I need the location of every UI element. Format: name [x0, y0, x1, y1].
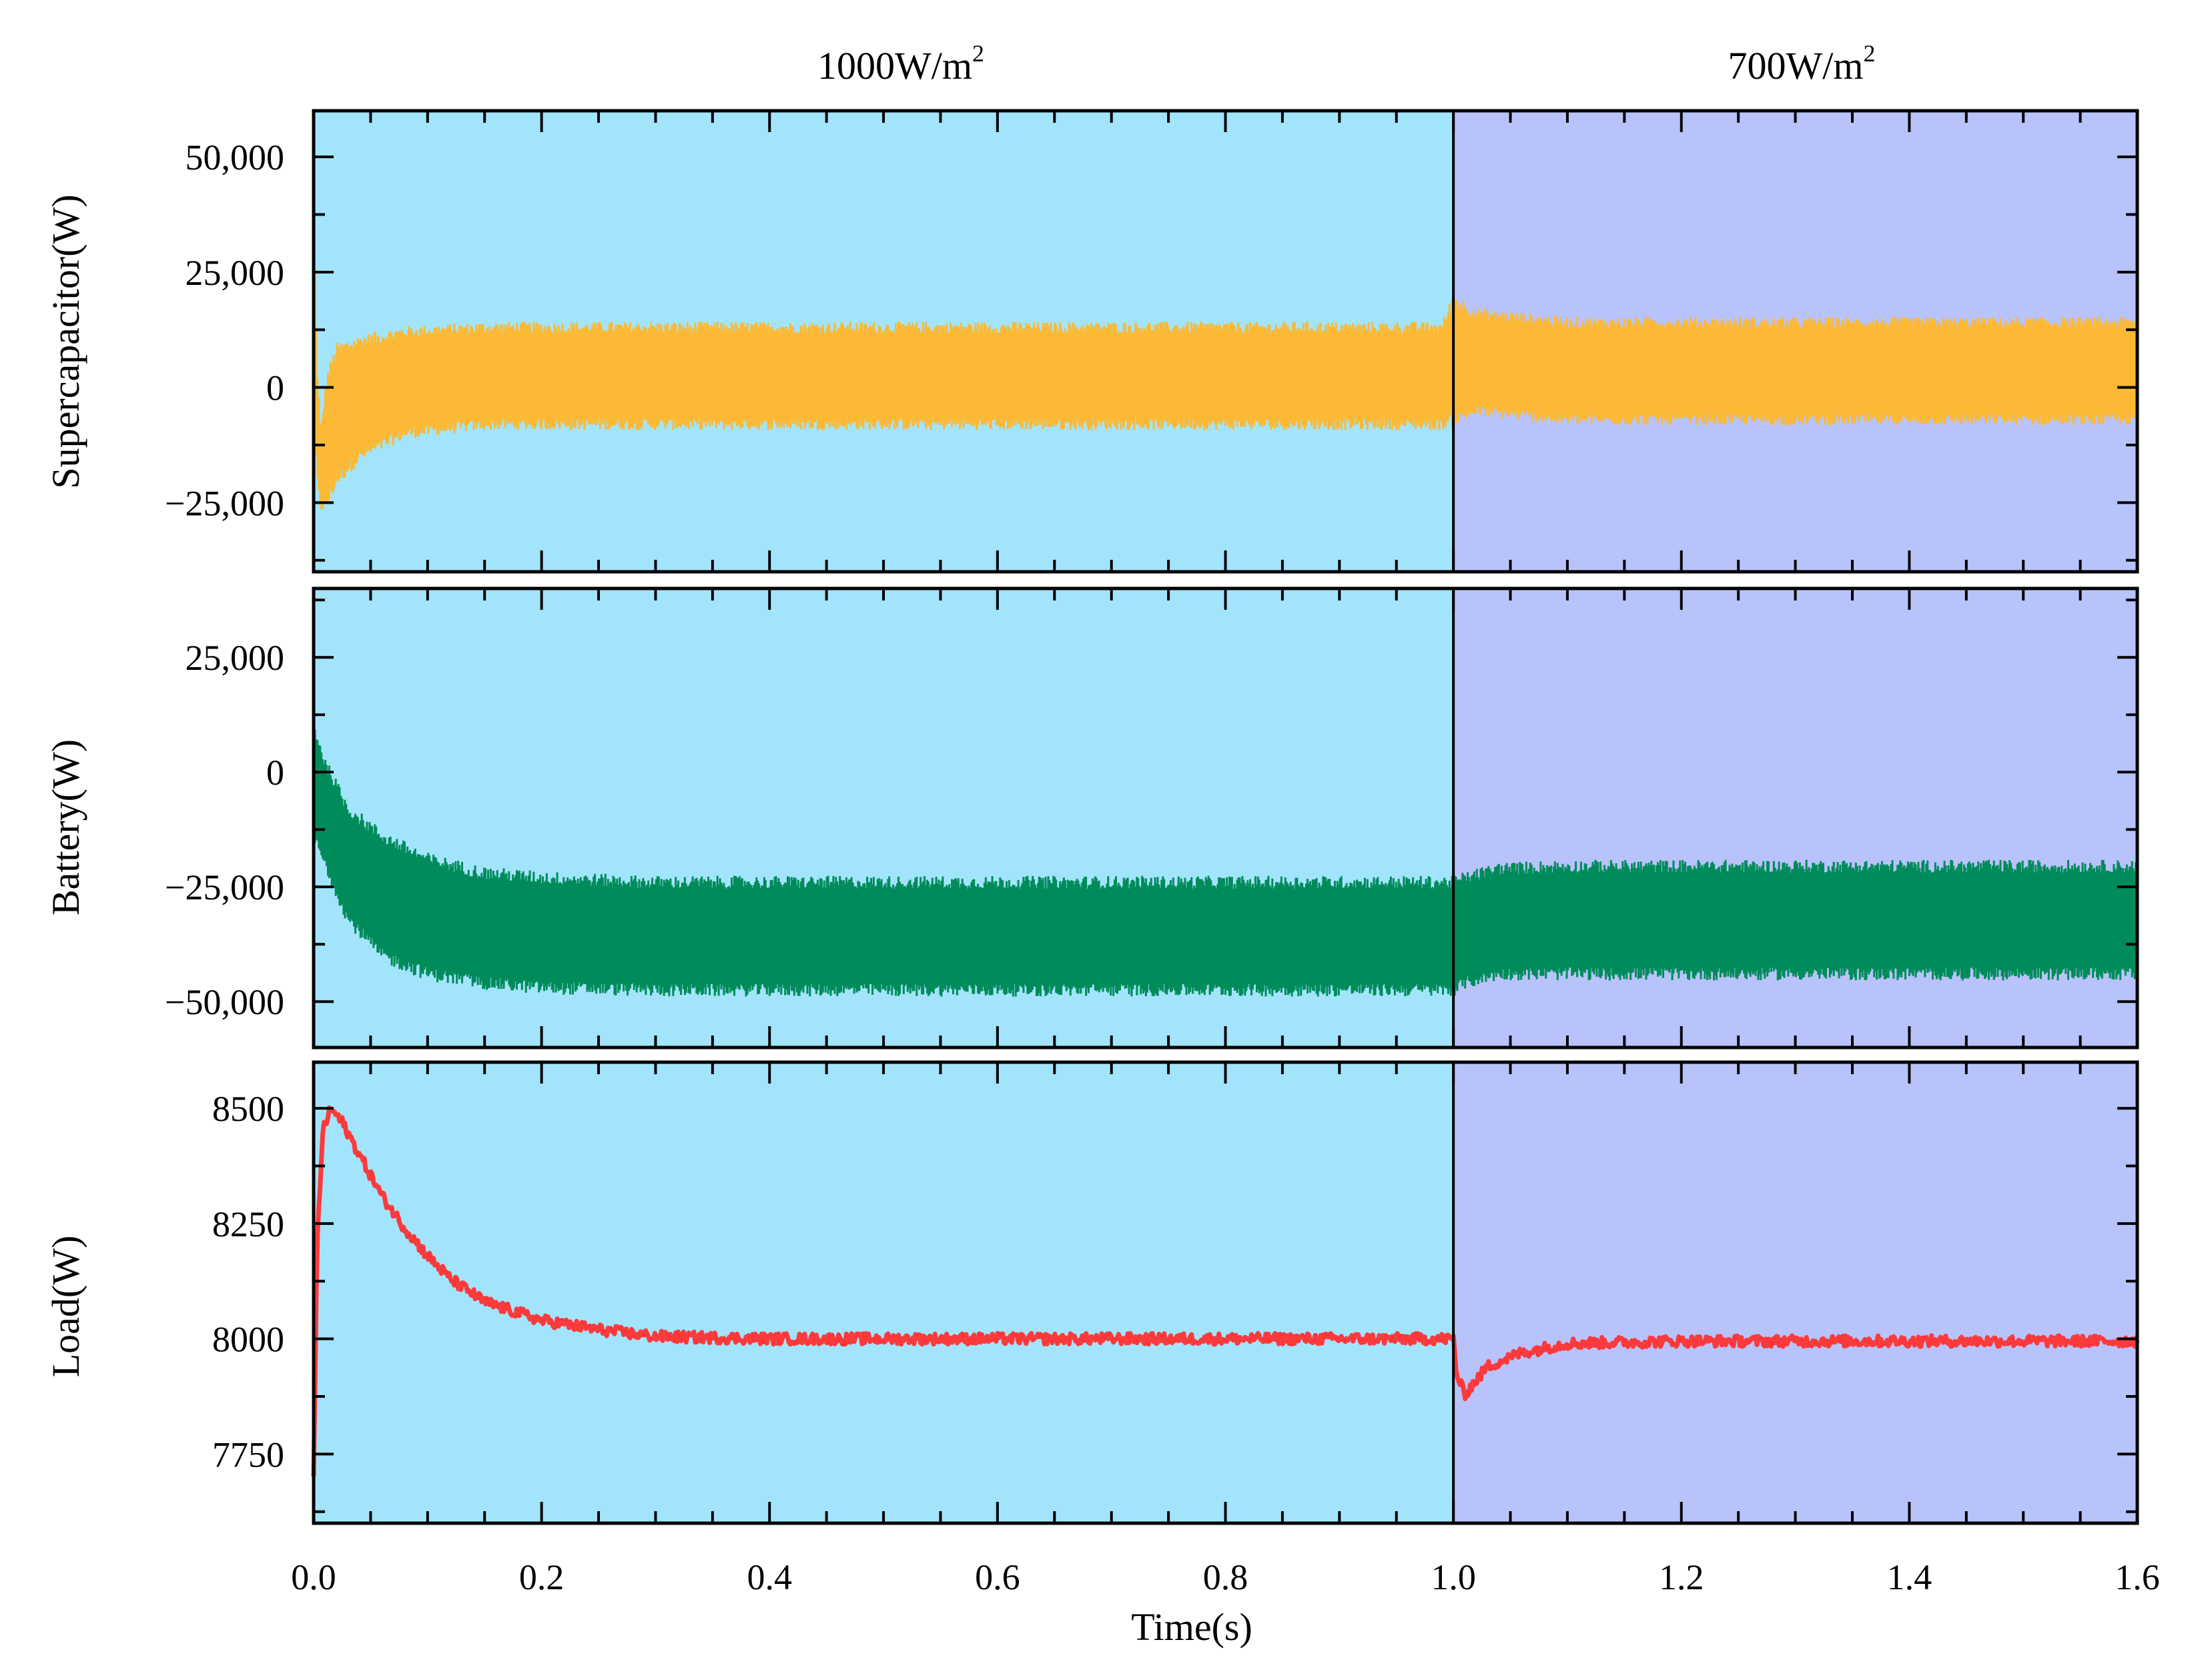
y-tick-label-supercapacitor: 0	[266, 368, 284, 408]
x-tick-label: 0.8	[1203, 1557, 1248, 1597]
panel-ylabel-load: Load(W)	[44, 1236, 87, 1378]
y-tick-label-supercapacitor: 50,000	[186, 137, 285, 177]
y-tick-label-load: 8500	[212, 1089, 284, 1129]
x-tick-label: 0.4	[747, 1557, 793, 1597]
series-load	[311, 1105, 2140, 1477]
data-series	[311, 218, 2140, 1477]
x-tick-label: 1.4	[1887, 1557, 1932, 1597]
y-tick-label-battery: 25,000	[186, 638, 285, 678]
region-bg-battery-1	[1453, 588, 2137, 1047]
y-tick-label-load: 7750	[212, 1434, 284, 1475]
x-tick-label: 1.0	[1431, 1557, 1476, 1597]
background-regions	[314, 111, 2137, 1523]
y-tick-label-battery: 0	[266, 753, 284, 793]
panel-ylabel-battery: Battery(W)	[44, 739, 87, 915]
panel-ylabel-supercapacitor: Supercapacitor(W)	[44, 194, 87, 488]
region-bg-load-0	[314, 1062, 1454, 1523]
y-tick-label-supercapacitor: 25,000	[186, 253, 285, 293]
y-tick-label-load: 8000	[212, 1320, 284, 1360]
region-bg-load-1	[1453, 1062, 2137, 1523]
series-battery	[312, 724, 2139, 997]
region-label-700: 700W/m2	[1728, 40, 1876, 87]
x-tick-label: 0.0	[291, 1557, 336, 1597]
y-tick-label-battery: −25,000	[165, 867, 284, 907]
x-tick-label: 0.2	[519, 1557, 565, 1597]
x-tick-label: 1.2	[1659, 1557, 1704, 1597]
axes: −25,000 0 25,000 50,000 −50,000 −25,000 0 25,00…	[165, 109, 2160, 1597]
x-tick-label: 1.6	[2115, 1557, 2160, 1597]
region-label-1000: 1000W/m2	[817, 40, 984, 87]
y-tick-label-battery: −50,000	[165, 982, 284, 1022]
y-tick-label-load: 8250	[212, 1204, 284, 1244]
x-axis-title: Time(s)	[1131, 1605, 1252, 1649]
series-supercapacitor	[312, 218, 2139, 510]
y-tick-label-supercapacitor: −25,000	[165, 483, 284, 523]
x-tick-label: 0.6	[975, 1557, 1020, 1597]
